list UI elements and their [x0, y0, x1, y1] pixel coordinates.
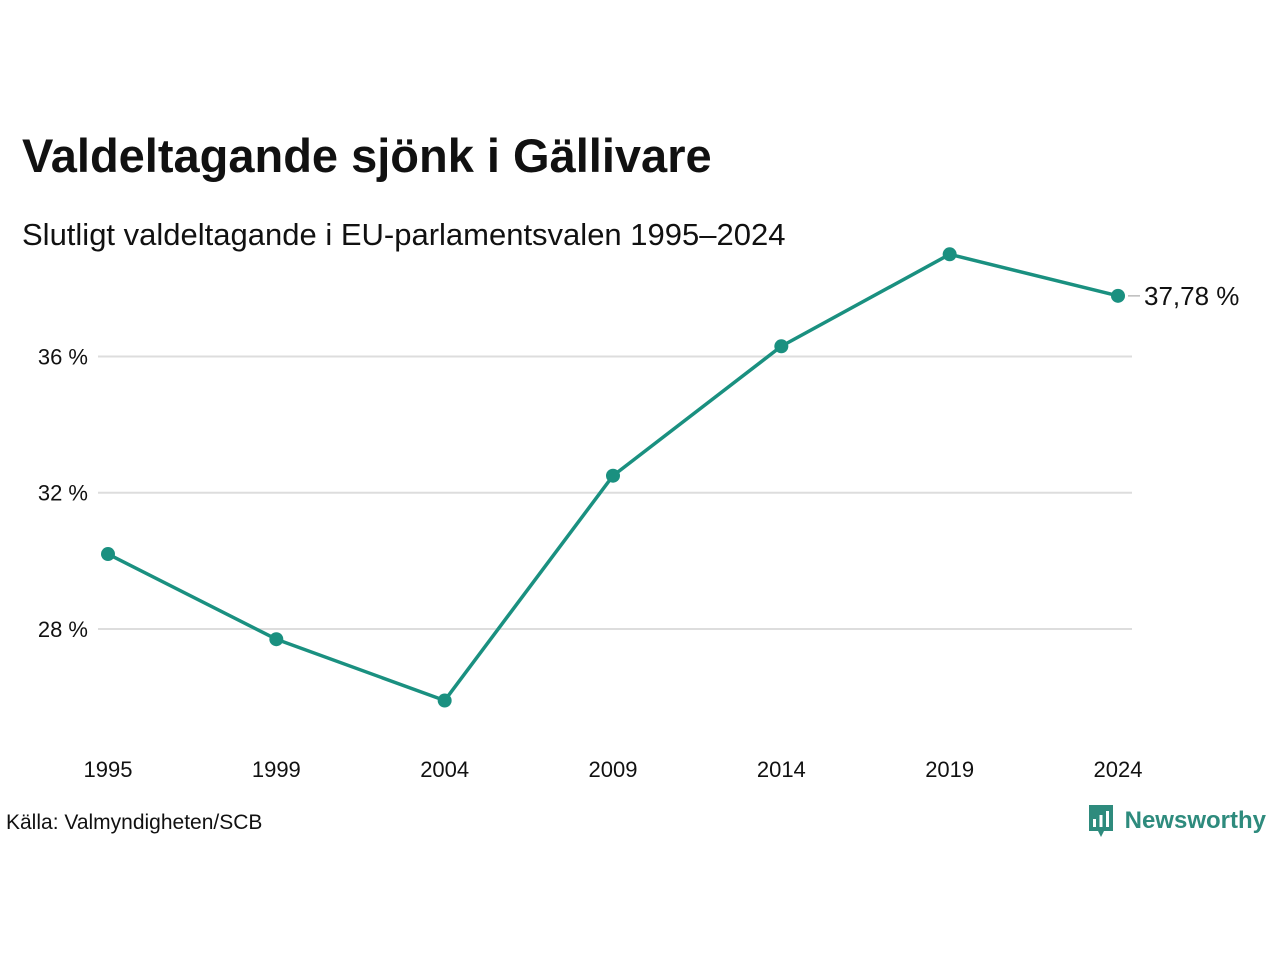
data-point: [606, 468, 620, 483]
data-point: [269, 632, 284, 647]
data-point: [774, 339, 789, 354]
y-tick-label: 32 %: [38, 481, 88, 506]
data-point: [1111, 288, 1125, 303]
x-tick-label: 1999: [252, 757, 301, 782]
data-point: [437, 693, 452, 708]
x-tick-label: 1995: [84, 757, 133, 782]
x-tick-label: 2019: [925, 757, 974, 782]
newsworthy-logo: Newsworthy: [1087, 803, 1266, 839]
y-tick-label: 36 %: [38, 344, 88, 369]
chart-title: Valdeltagande sjönk i Gällivare: [22, 129, 712, 182]
x-tick-label: 2004: [420, 757, 469, 782]
data-point: [101, 547, 115, 562]
chart-subtitle: Slutligt valdeltagande i EU-parlamentsva…: [22, 217, 786, 252]
x-tick-label: 2009: [589, 757, 638, 782]
x-tick-label: 2014: [757, 757, 806, 782]
x-tick-label: 2024: [1094, 757, 1143, 782]
end-value-label: 37,78 %: [1144, 281, 1239, 311]
data-point: [942, 247, 957, 262]
newsworthy-logo-text: Newsworthy: [1124, 807, 1266, 834]
y-tick-label: 28 %: [38, 617, 88, 642]
newsworthy-logo-icon: [1088, 805, 1113, 837]
source-note: Källa: Valmyndigheten/SCB: [6, 811, 263, 834]
